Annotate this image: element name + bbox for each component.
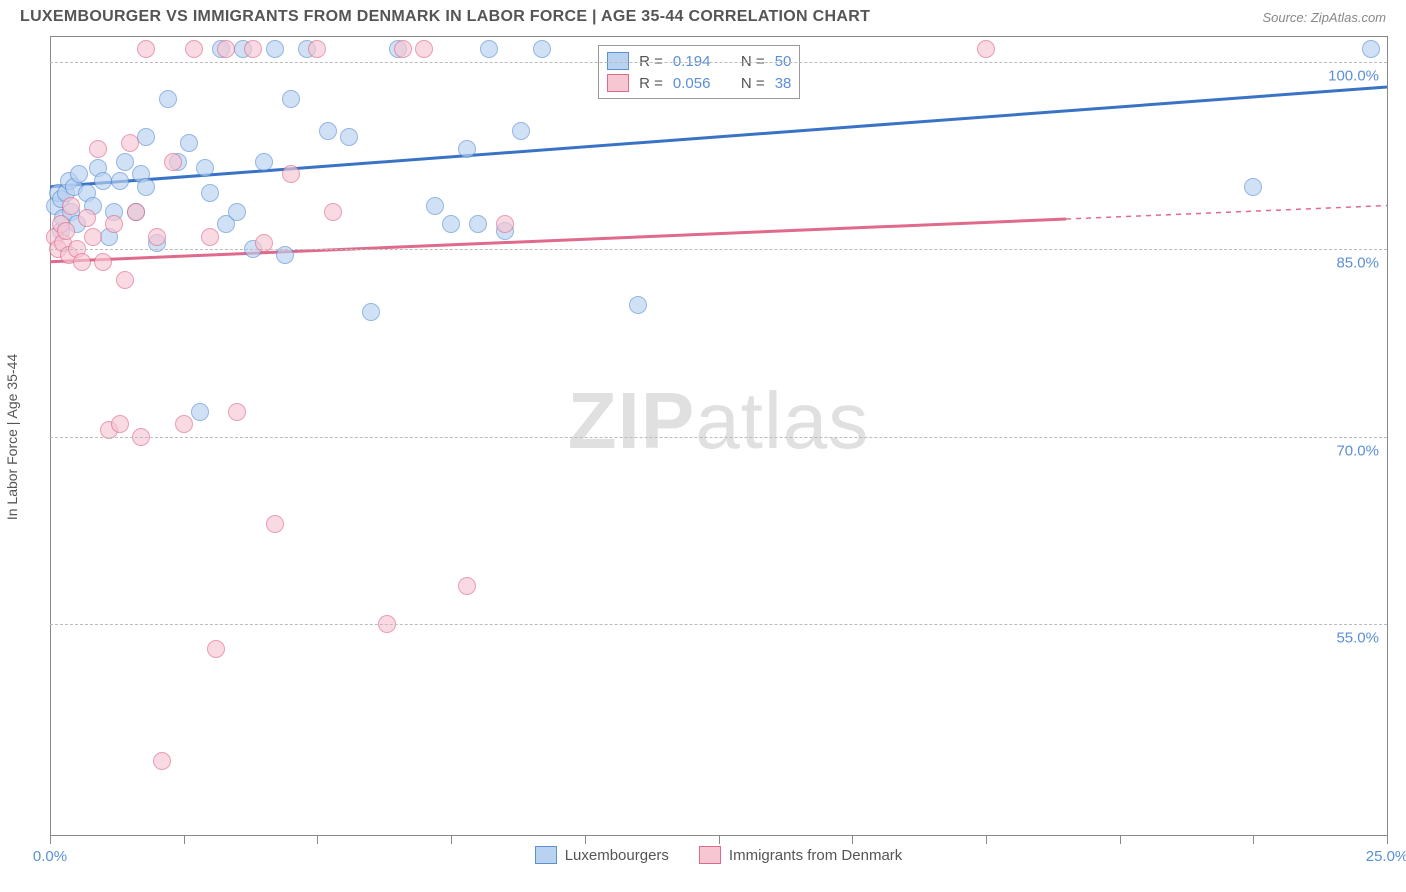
x-tick-label: 0.0%: [33, 848, 67, 865]
data-point: [105, 215, 123, 233]
data-point: [116, 271, 134, 289]
data-point: [1362, 40, 1380, 58]
gridline: [50, 62, 1387, 63]
correlation-legend: R = 0.194 N = 50 R = 0.056 N = 38: [598, 45, 800, 99]
legend-r-value-1: 0.056: [673, 75, 725, 92]
data-point: [201, 184, 219, 202]
data-point: [512, 122, 530, 140]
y-axis-title: In Labor Force | Age 35-44: [4, 353, 20, 519]
data-point: [496, 215, 514, 233]
data-point: [159, 90, 177, 108]
data-point: [94, 253, 112, 271]
legend-swatch-1: [607, 74, 629, 92]
data-point: [70, 165, 88, 183]
chart-title: LUXEMBOURGER VS IMMIGRANTS FROM DENMARK …: [20, 8, 870, 26]
chart-header: LUXEMBOURGER VS IMMIGRANTS FROM DENMARK …: [0, 0, 1406, 34]
data-point: [153, 752, 171, 770]
x-tick: [719, 836, 720, 844]
data-point: [111, 415, 129, 433]
data-point: [308, 40, 326, 58]
data-point: [62, 197, 80, 215]
data-point: [977, 40, 995, 58]
x-tick: [585, 836, 586, 844]
data-point: [73, 253, 91, 271]
legend-item-0: Luxembourgers: [535, 846, 669, 864]
legend-n-label: N =: [741, 75, 765, 92]
legend-swatch-bottom-1: [699, 846, 721, 864]
x-tick: [1253, 836, 1254, 844]
legend-item-1: Immigrants from Denmark: [699, 846, 902, 864]
data-point: [362, 303, 380, 321]
data-point: [148, 228, 166, 246]
data-point: [127, 203, 145, 221]
data-point: [228, 403, 246, 421]
data-point: [282, 165, 300, 183]
data-point: [282, 90, 300, 108]
data-point: [180, 134, 198, 152]
data-point: [415, 40, 433, 58]
x-tick: [986, 836, 987, 844]
y-tick-label: 100.0%: [1326, 67, 1381, 84]
legend-label-1: Immigrants from Denmark: [729, 847, 902, 864]
y-tick-label: 70.0%: [1334, 442, 1381, 459]
data-point: [137, 40, 155, 58]
data-point: [319, 122, 337, 140]
series-legend: Luxembourgers Immigrants from Denmark: [50, 846, 1387, 864]
data-point: [137, 178, 155, 196]
gridline: [50, 624, 1387, 625]
data-point: [201, 228, 219, 246]
y-tick-label: 55.0%: [1334, 629, 1381, 646]
data-point: [266, 40, 284, 58]
x-tick: [317, 836, 318, 844]
data-point: [116, 153, 134, 171]
data-point: [1244, 178, 1262, 196]
x-tick-label: 25.0%: [1366, 848, 1406, 865]
source-label: Source: ZipAtlas.com: [1262, 10, 1386, 25]
data-point: [469, 215, 487, 233]
x-tick: [852, 836, 853, 844]
data-point: [394, 40, 412, 58]
legend-n-value-1: 38: [775, 75, 792, 92]
legend-row-series-1: R = 0.056 N = 38: [607, 72, 791, 94]
data-point: [324, 203, 342, 221]
data-point: [458, 577, 476, 595]
legend-swatch-bottom-0: [535, 846, 557, 864]
data-point: [84, 228, 102, 246]
data-point: [78, 209, 96, 227]
data-point: [426, 197, 444, 215]
data-point: [228, 203, 246, 221]
chart-area: In Labor Force | Age 35-44 ZIPatlas R = …: [50, 36, 1388, 836]
data-point: [255, 153, 273, 171]
data-point: [121, 134, 139, 152]
data-point: [196, 159, 214, 177]
x-tick: [50, 836, 51, 844]
data-point: [266, 515, 284, 533]
data-point: [458, 140, 476, 158]
data-point: [164, 153, 182, 171]
x-tick: [184, 836, 185, 844]
data-point: [137, 128, 155, 146]
data-point: [191, 403, 209, 421]
data-point: [185, 40, 203, 58]
data-point: [217, 40, 235, 58]
x-tick: [1120, 836, 1121, 844]
x-tick: [1387, 836, 1388, 844]
gridline: [50, 437, 1387, 438]
data-point: [480, 40, 498, 58]
data-point: [207, 640, 225, 658]
legend-r-label: R =: [639, 75, 663, 92]
data-point: [57, 222, 75, 240]
data-point: [533, 40, 551, 58]
data-point: [442, 215, 460, 233]
data-point: [340, 128, 358, 146]
data-point: [629, 296, 647, 314]
data-point: [89, 140, 107, 158]
data-point: [111, 172, 129, 190]
gridline: [50, 249, 1387, 250]
data-point: [175, 415, 193, 433]
y-tick-label: 85.0%: [1334, 255, 1381, 272]
x-tick: [451, 836, 452, 844]
legend-label-0: Luxembourgers: [565, 847, 669, 864]
data-point: [244, 40, 262, 58]
